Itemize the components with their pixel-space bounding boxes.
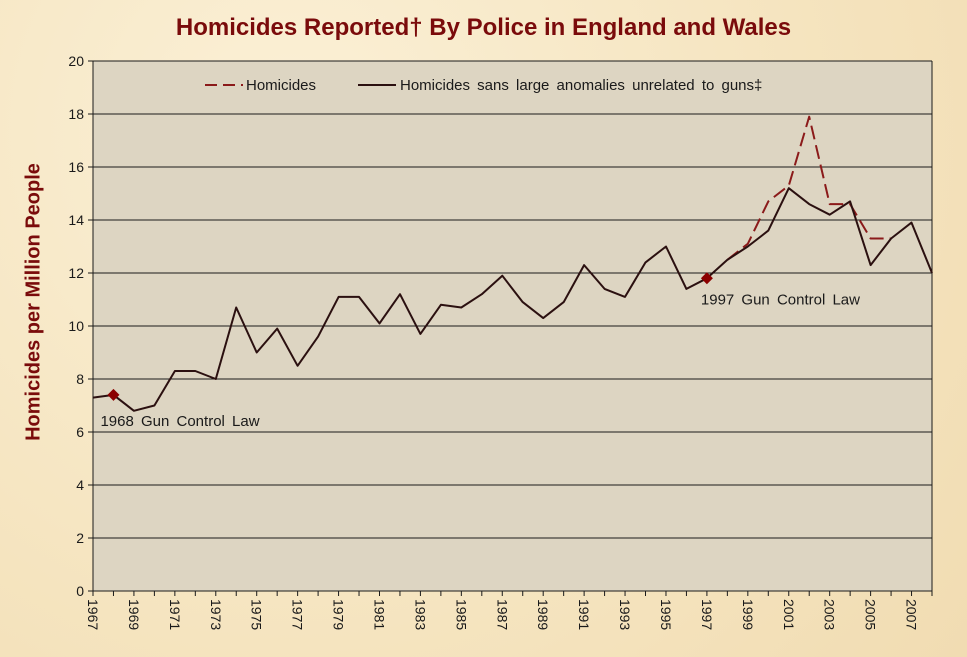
- x-tick-label: 1999: [740, 599, 756, 630]
- y-tick-label: 6: [76, 424, 84, 440]
- legend: Homicides Homicides sans large anomalies …: [205, 77, 762, 94]
- y-tick-label: 0: [76, 583, 84, 599]
- x-tick-label: 1973: [208, 599, 224, 630]
- annotation-label: 1968 Gun Control Law: [100, 413, 259, 430]
- x-tick-label: 1967: [85, 599, 101, 630]
- x-tick-label: 2003: [822, 599, 838, 630]
- x-tick-label: 1977: [290, 599, 306, 630]
- x-tick-label: 2007: [904, 599, 920, 630]
- gridlines: [93, 60, 932, 592]
- x-tick-label: 1983: [412, 599, 428, 630]
- y-tick-label: 2: [76, 530, 84, 546]
- x-tick-label: 1997: [699, 599, 715, 630]
- y-tick-label: 16: [68, 159, 84, 175]
- x-tick-label: 1995: [658, 599, 674, 630]
- x-tick-label: 2005: [863, 599, 879, 630]
- x-tick-label: 2001: [781, 599, 797, 630]
- series-line: [726, 115, 892, 261]
- annotation-label: 1997 Gun Control Law: [701, 291, 860, 308]
- y-tick-label: 8: [76, 371, 84, 387]
- x-tick-label: 1969: [126, 599, 142, 630]
- x-tick-label: 1989: [535, 599, 551, 630]
- chart-title: Homicides Reported† By Police in England…: [175, 14, 792, 41]
- legend-label: Homicides sans large anomalies unrelated…: [400, 77, 762, 94]
- y-axis-ticks: 0 2 4 6 8 10 12 14 16 18 20: [68, 53, 93, 599]
- series-line: [92, 187, 933, 412]
- x-axis-ticks: 1967 1969 1971 1973 1975 1977 1979 1981 1983 1985…: [85, 591, 933, 630]
- series-lines: [92, 115, 933, 412]
- x-tick-label: 1979: [331, 599, 347, 630]
- x-tick-label: 1971: [167, 599, 183, 630]
- x-tick-label: 1987: [494, 599, 510, 630]
- y-tick-label: 18: [68, 106, 84, 122]
- y-tick-label: 4: [76, 477, 84, 493]
- x-tick-label: 1981: [371, 599, 387, 630]
- x-tick-label: 1975: [249, 599, 265, 630]
- y-tick-label: 14: [68, 212, 84, 228]
- y-tick-label: 20: [68, 53, 84, 69]
- x-tick-label: 1985: [453, 599, 469, 630]
- x-tick-label: 1991: [576, 599, 592, 630]
- annotations: 1968 Gun Control Law 1997 Gun Control Law: [100, 272, 860, 430]
- x-tick-label: 1993: [617, 599, 633, 630]
- y-tick-label: 12: [68, 265, 84, 281]
- annotation-marker: [700, 272, 713, 285]
- y-tick-label: 10: [68, 318, 84, 334]
- annotation-marker: [107, 388, 120, 401]
- legend-label: Homicides: [246, 77, 316, 94]
